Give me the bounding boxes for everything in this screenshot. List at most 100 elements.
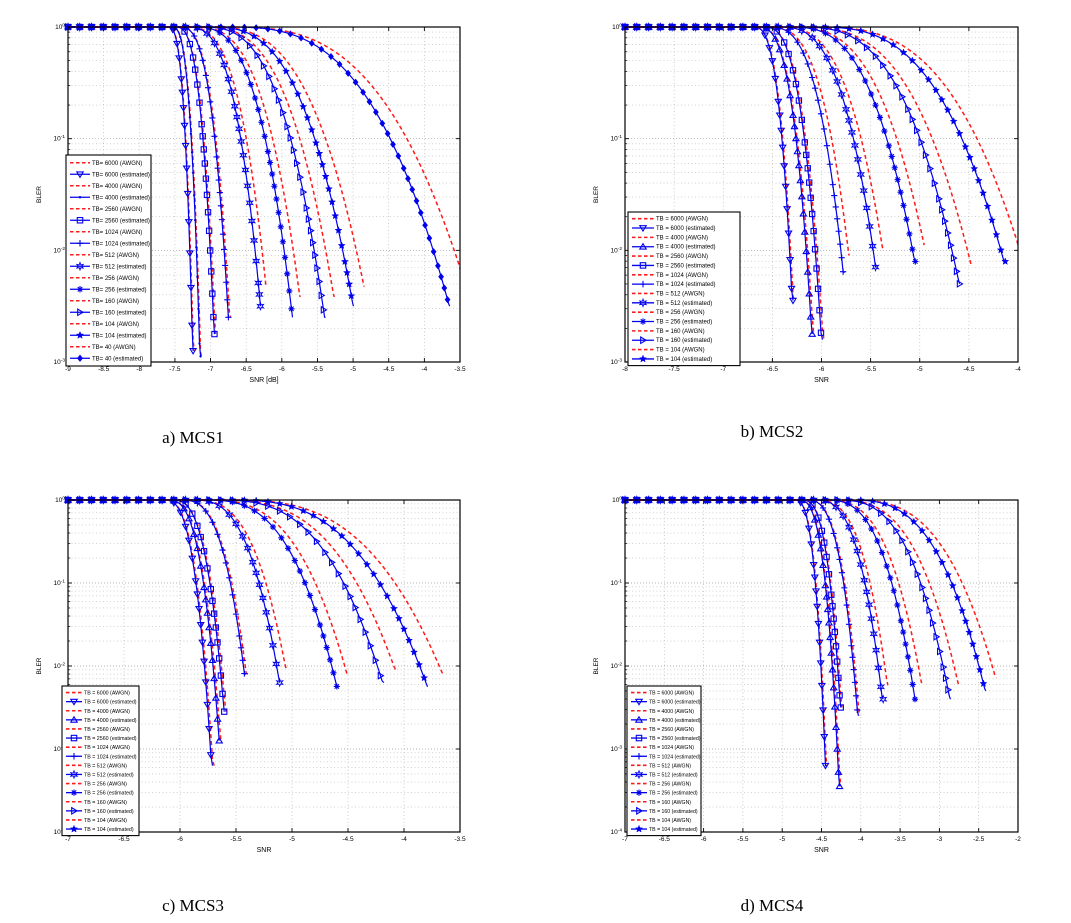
mcs4-tb160-awgn-curve <box>625 499 960 686</box>
svg-text:-6.5: -6.5 <box>767 366 779 373</box>
mcs4-tb160-markers <box>622 495 953 694</box>
mcs1-legend-label: TB= 4000 (AWGN) <box>92 184 142 190</box>
mcs1-legend-label: TB= 40 (estimated) <box>92 356 143 362</box>
mcs1-legend: TB= 6000 (AWGN) TB= 6000 (estimated) TB= 4… <box>65 154 152 367</box>
svg-text:10-1: 10-1 <box>611 579 623 588</box>
svg-text:-4: -4 <box>421 366 427 373</box>
mcs3-legend-label: TB = 512 (estimated) <box>84 772 134 778</box>
mcs3-legend-label: TB = 1024 (estimated) <box>84 754 137 760</box>
mcs2-legend-label: TB = 6000 (estimated) <box>656 226 716 232</box>
mcs2-legend-label: TB = 256 (AWGN) <box>656 310 705 316</box>
svg-text:-4.5: -4.5 <box>383 366 395 373</box>
mcs4-legend-label: TB = 256 (estimated) <box>649 791 698 797</box>
svg-text:-5: -5 <box>779 836 785 843</box>
svg-text:-5: -5 <box>289 836 295 843</box>
mcs4-legend-label: TB = 160 (estimated) <box>649 809 698 815</box>
mcs4-legend-label: TB = 512 (estimated) <box>649 772 698 778</box>
mcs4-xlabel: SNR <box>814 847 829 854</box>
svg-text:10-2: 10-2 <box>54 246 66 255</box>
mcs4-legend-label: TB = 1024 (estimated) <box>649 754 701 760</box>
mcs3-legend-label: TB = 4000 (AWGN) <box>84 709 130 715</box>
svg-text:-5.5: -5.5 <box>230 836 242 843</box>
mcs1-legend-label: TB= 160 (AWGN) <box>92 299 139 305</box>
svg-text:-8: -8 <box>622 366 628 373</box>
mcs1-legend-label: TB= 256 (estimated) <box>92 287 147 293</box>
mcs4-legend-label: TB = 4000 (estimated) <box>649 718 701 724</box>
svg-text:-6.5: -6.5 <box>118 836 130 843</box>
mcs3-legend-label: TB = 160 (estimated) <box>84 809 134 815</box>
mcs4-legend-label: TB = 2560 (estimated) <box>649 736 701 742</box>
mcs4-legend-label: TB = 104 (estimated) <box>649 827 698 833</box>
svg-text:-3.5: -3.5 <box>894 836 906 843</box>
mcs2-xlabel: SNR <box>814 377 829 384</box>
svg-text:-9: -9 <box>65 366 71 373</box>
mcs3-legend-label: TB = 104 (estimated) <box>84 827 134 833</box>
caption-mcs1: a) MCS1 <box>162 428 224 447</box>
svg-text:-3.5: -3.5 <box>454 836 466 843</box>
svg-text:10-2: 10-2 <box>611 246 623 255</box>
mcs1-legend-label: TB= 104 (AWGN) <box>92 322 139 328</box>
svg-text:-7: -7 <box>720 366 726 373</box>
svg-text:100: 100 <box>612 496 622 505</box>
mcs1-legend-label: TB= 104 (estimated) <box>92 333 147 339</box>
svg-text:-4: -4 <box>858 836 864 843</box>
mcs3-legend-label: TB = 256 (AWGN) <box>84 782 127 788</box>
mcs3-xlabel: SNR <box>257 847 272 854</box>
svg-text:10-1: 10-1 <box>54 134 66 143</box>
mcs3-axes: -7-6.5-6-5.5-5-4.5-4-3.510010-110-210-31… <box>36 496 466 855</box>
svg-text:10-3: 10-3 <box>611 745 623 754</box>
svg-text:10-4: 10-4 <box>611 828 623 837</box>
svg-text:-4.5: -4.5 <box>816 836 828 843</box>
svg-text:10-2: 10-2 <box>54 662 66 671</box>
mcs1-grid <box>68 27 460 362</box>
mcs3-legend-label: TB = 104 (AWGN) <box>84 818 127 824</box>
mcs3-legend: TB = 6000 (AWGN) TB = 6000 (estimated) TB … <box>61 685 140 837</box>
mcs2-legend-label: TB = 160 (AWGN) <box>656 329 705 335</box>
svg-text:10-3: 10-3 <box>54 358 66 367</box>
mcs3-tb104-markers <box>63 495 429 682</box>
svg-text:100: 100 <box>55 496 65 505</box>
svg-text:-6: -6 <box>701 836 707 843</box>
svg-text:-2: -2 <box>1015 836 1021 843</box>
mcs1-ylabel: BLER <box>36 186 43 203</box>
plot-mcs2: -8 -7.5 -7 -6.5 -6 -5.5 -5 -4.5 -4 100 10-1 10-2 10-… <box>593 22 1021 384</box>
mcs4-legend-label: TB = 6000 (estimated) <box>649 700 701 706</box>
mcs2-legend-label: TB = 6000 (AWGN) <box>656 217 708 223</box>
svg-text:-6: -6 <box>177 836 183 843</box>
svg-text:100: 100 <box>55 23 65 32</box>
svg-text:-8.5: -8.5 <box>98 366 110 373</box>
mcs2-legend-label: TB = 160 (estimated) <box>656 338 712 344</box>
mcs4-legend-label: TB = 4000 (AWGN) <box>649 709 694 715</box>
mcs3-legend-label: TB = 2560 (AWGN) <box>84 727 130 733</box>
svg-text:-3: -3 <box>937 836 943 843</box>
mcs3-tb512-awgn-curve <box>68 499 288 671</box>
mcs2-legend-label: TB = 512 (AWGN) <box>656 291 705 297</box>
mcs3-legend-label: TB = 2560 (estimated) <box>84 736 137 742</box>
svg-text:-2.5: -2.5 <box>973 836 985 843</box>
mcs3-legend-label: TB = 1024 (AWGN) <box>84 745 130 751</box>
caption-mcs4: d) MCS4 <box>740 896 804 915</box>
mcs3-tb160-markers <box>65 495 385 680</box>
mcs1-legend-label: TB= 1024 (estimated) <box>92 241 150 247</box>
mcs4-ylabel: BLER <box>593 657 600 674</box>
plot-mcs3: -7-6.5-6-5.5-5-4.5-4-3.510010-110-210-31… <box>36 495 466 855</box>
mcs2-legend-label: TB = 2560 (estimated) <box>656 263 716 269</box>
mcs1-legend-label: TB= 40 (AWGN) <box>92 345 136 351</box>
mcs1-legend-label: TB= 512 (estimated) <box>92 264 147 270</box>
mcs2-legend-label: TB = 256 (estimated) <box>656 320 712 326</box>
caption-mcs2: b) MCS2 <box>740 422 804 441</box>
svg-text:-6: -6 <box>279 366 285 373</box>
mcs1-legend-label: TB= 6000 (AWGN) <box>92 161 142 167</box>
mcs1-legend-label: TB= 6000 (estimated) <box>92 172 150 178</box>
svg-text:-6.5: -6.5 <box>659 836 671 843</box>
mcs2-legend-label: TB = 1024 (estimated) <box>656 282 716 288</box>
svg-text:-6.5: -6.5 <box>241 366 253 373</box>
mcs3-grid <box>68 500 460 832</box>
svg-text:-5: -5 <box>350 366 356 373</box>
mcs4-tb104-estimated-curve <box>625 499 987 692</box>
svg-text:-5.5: -5.5 <box>737 836 749 843</box>
mcs2-legend-label: TB = 1024 (AWGN) <box>656 273 708 279</box>
mcs4-legend: TB = 6000 (AWGN) TB = 6000 (estimated) TB … <box>626 685 702 837</box>
